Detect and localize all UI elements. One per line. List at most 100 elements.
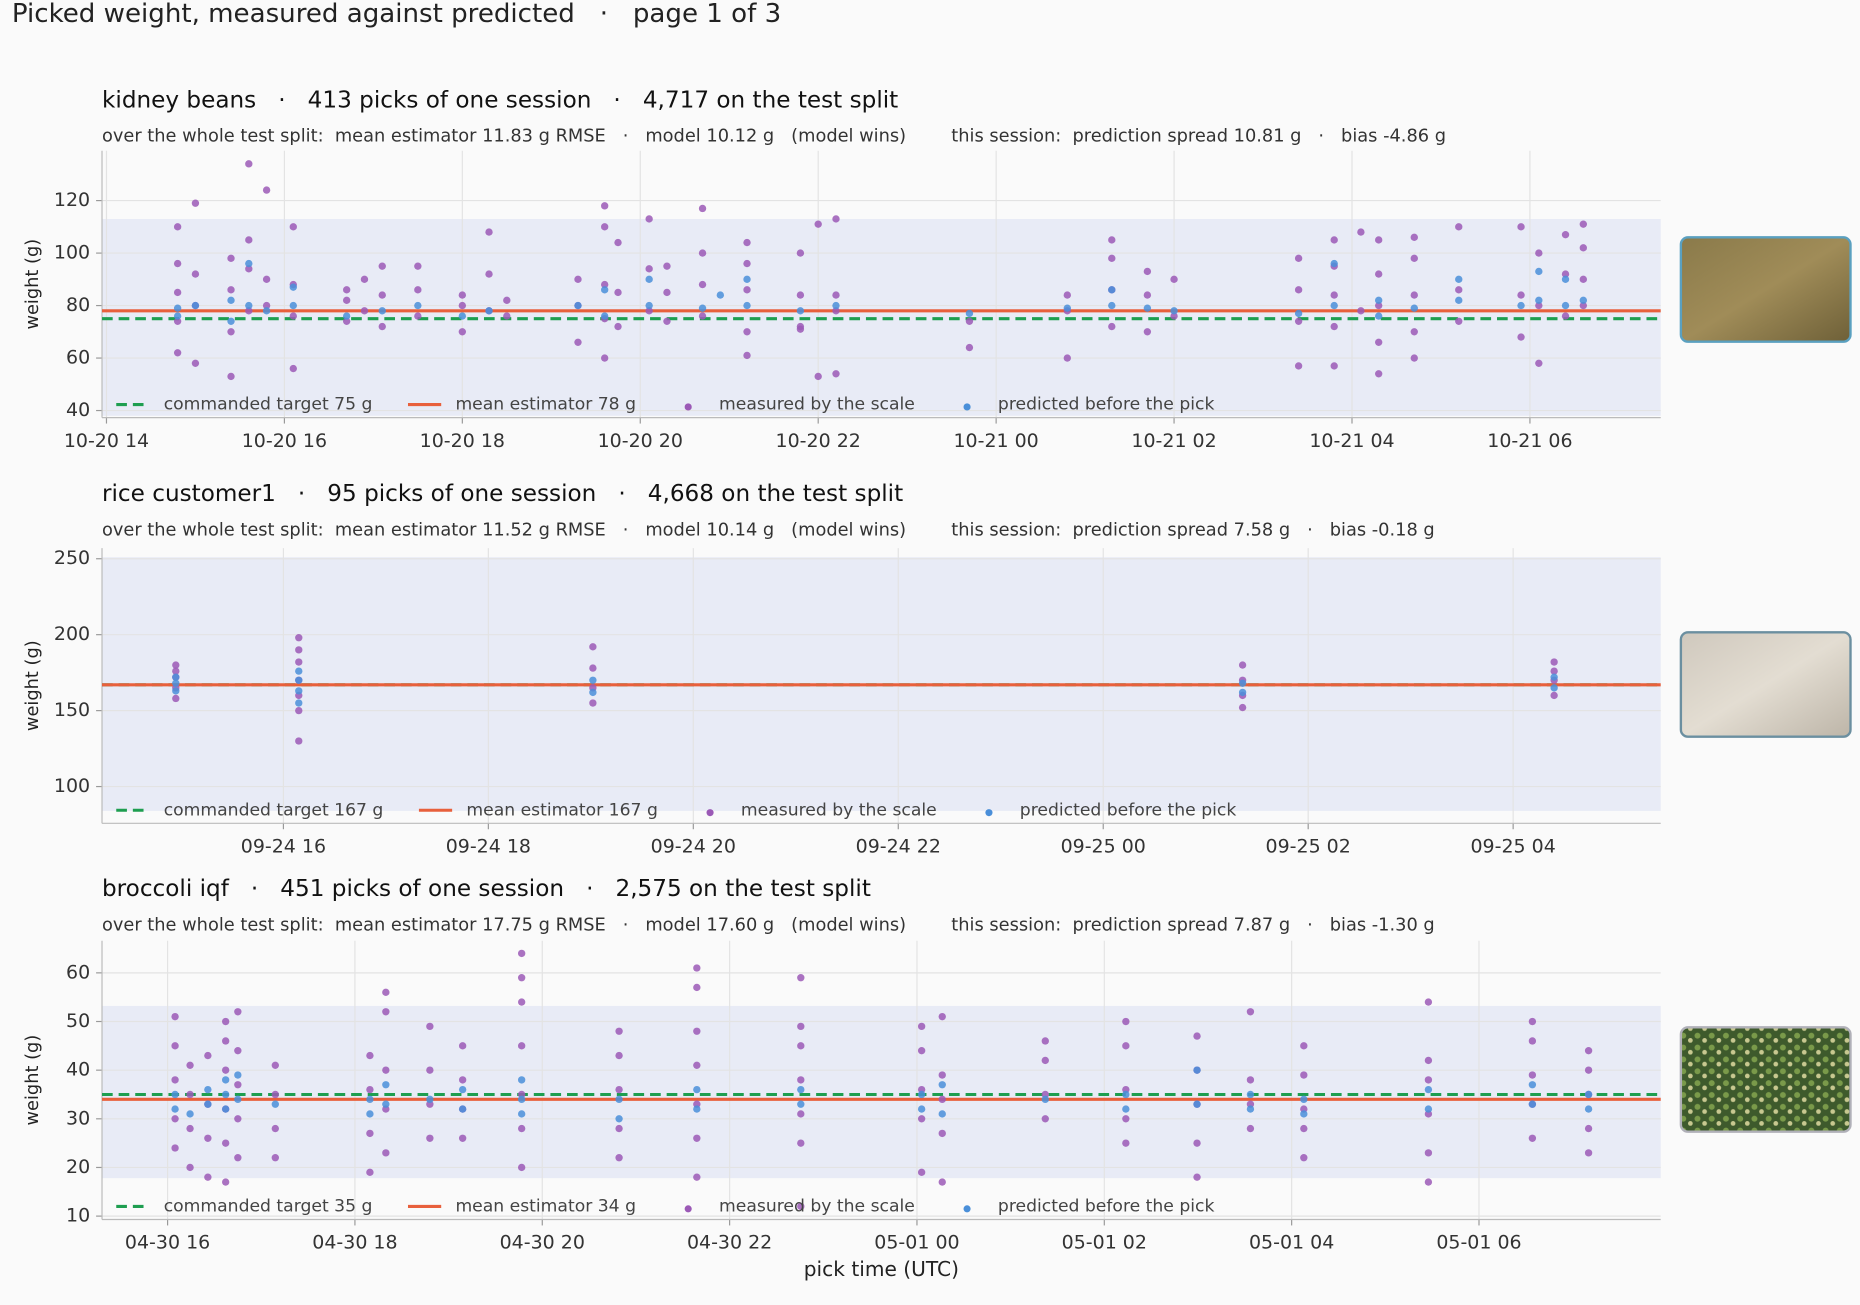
thumbnail [1679, 236, 1852, 343]
scatter-point [614, 322, 622, 331]
scatter-point [382, 1149, 390, 1157]
scatter-point [1550, 667, 1558, 675]
scatter-point [204, 1100, 212, 1108]
scatter-point [262, 307, 271, 315]
scatter-point [1170, 275, 1178, 283]
scatter-point [645, 307, 653, 315]
scatter-point [1330, 291, 1338, 299]
scatter-point [221, 1105, 230, 1113]
scatter-point [938, 1071, 946, 1079]
scatter-point [1550, 673, 1558, 681]
scatter-point [1193, 1066, 1201, 1074]
scatter-point [1535, 267, 1543, 276]
scatter-point [1517, 223, 1525, 231]
scatter-point [342, 296, 351, 304]
scatter-point [1108, 301, 1116, 310]
scatter-point [1561, 312, 1570, 320]
scatter-point [245, 160, 253, 168]
scatter-point [271, 1061, 279, 1069]
prediction-band [102, 1005, 1661, 1179]
scatter-point [458, 1105, 467, 1113]
scatter-point [1108, 254, 1116, 263]
scatter-point [1528, 1017, 1537, 1026]
scatter-point [965, 343, 974, 352]
scatter-point [517, 1163, 526, 1172]
scatter-point [227, 328, 235, 336]
scatter-point [601, 280, 609, 289]
scatter-point [171, 1115, 179, 1123]
scatter-point [601, 202, 609, 210]
x-tick-label: 04-30 16 [125, 1232, 210, 1254]
y-tick-label: 100 [54, 242, 90, 264]
scatter-point [245, 265, 253, 273]
scatter-point [1584, 1090, 1593, 1099]
scatter-point [414, 312, 422, 320]
scatter-point [295, 737, 303, 745]
scatter-point [172, 661, 180, 669]
scatter-point [1238, 679, 1247, 687]
scatter-point [517, 1076, 526, 1084]
scatter-point [173, 317, 182, 325]
scatter-point [743, 275, 751, 283]
scatter-point [485, 228, 493, 236]
scatter-point [1375, 270, 1383, 278]
scatter-point [1294, 309, 1303, 318]
scatter-point [1246, 1090, 1255, 1099]
scatter-point [1584, 1047, 1593, 1055]
scatter-point [414, 262, 422, 270]
scatter-point [186, 1110, 194, 1118]
scatter-point [615, 1027, 623, 1035]
scatter-point [1143, 304, 1152, 312]
scatter-point [458, 1085, 467, 1094]
scatter-point [295, 706, 303, 715]
scatter-point [1170, 307, 1178, 315]
scatter-point [1424, 1056, 1433, 1065]
y-tick-label: 200 [54, 623, 90, 645]
scatter-point [382, 1066, 390, 1074]
scatter-point [1375, 296, 1383, 304]
x-tick-label: 10-21 04 [1309, 430, 1394, 452]
scatter-point [601, 312, 609, 320]
scatter-point [574, 275, 582, 283]
scatter-point [1041, 1056, 1049, 1065]
scatter-point [797, 1085, 805, 1094]
scatter-point [797, 1202, 805, 1211]
scatter-point [1246, 1124, 1255, 1133]
scatter-point [615, 1124, 623, 1133]
scatter-point [382, 1008, 390, 1016]
scatter-point [1561, 275, 1570, 283]
scatter-point [917, 1168, 926, 1177]
scatter-point [615, 1154, 623, 1162]
scatter-point [797, 974, 805, 982]
y-axis-label: weight (g) [22, 239, 43, 330]
scatter-point [615, 1115, 623, 1123]
scatter-point [172, 694, 180, 703]
scatter-point [1193, 1139, 1201, 1147]
scatter-point [517, 1095, 526, 1104]
scatter-point [1238, 703, 1247, 712]
scatter-point [204, 1085, 212, 1094]
scatter-point [1561, 301, 1570, 310]
scatter-point [589, 699, 597, 707]
scatter-point [1294, 362, 1303, 370]
legend-swatch [963, 403, 971, 411]
scatter-point [1455, 275, 1463, 283]
chart-title: rice customer1 · 95 picks of one session… [102, 481, 903, 507]
scatter-point [517, 1124, 526, 1133]
scatter-point [614, 238, 622, 247]
scatter-point [1550, 658, 1558, 666]
scatter-point [1246, 1008, 1255, 1016]
scatter-point [1170, 312, 1178, 320]
scatter-point [172, 679, 180, 687]
scatter-point [938, 1129, 946, 1138]
scatter-point [615, 1051, 623, 1060]
scatter-point [295, 687, 303, 695]
scatter-point [204, 1134, 212, 1142]
scatter-point [1584, 1066, 1593, 1074]
scatter-point [1330, 301, 1338, 310]
scatter-point [797, 1022, 805, 1031]
scatter-point [1584, 1105, 1593, 1113]
scatter-point [517, 949, 526, 958]
scatter-point [1330, 362, 1338, 370]
x-tick-label: 04-30 20 [500, 1232, 585, 1254]
